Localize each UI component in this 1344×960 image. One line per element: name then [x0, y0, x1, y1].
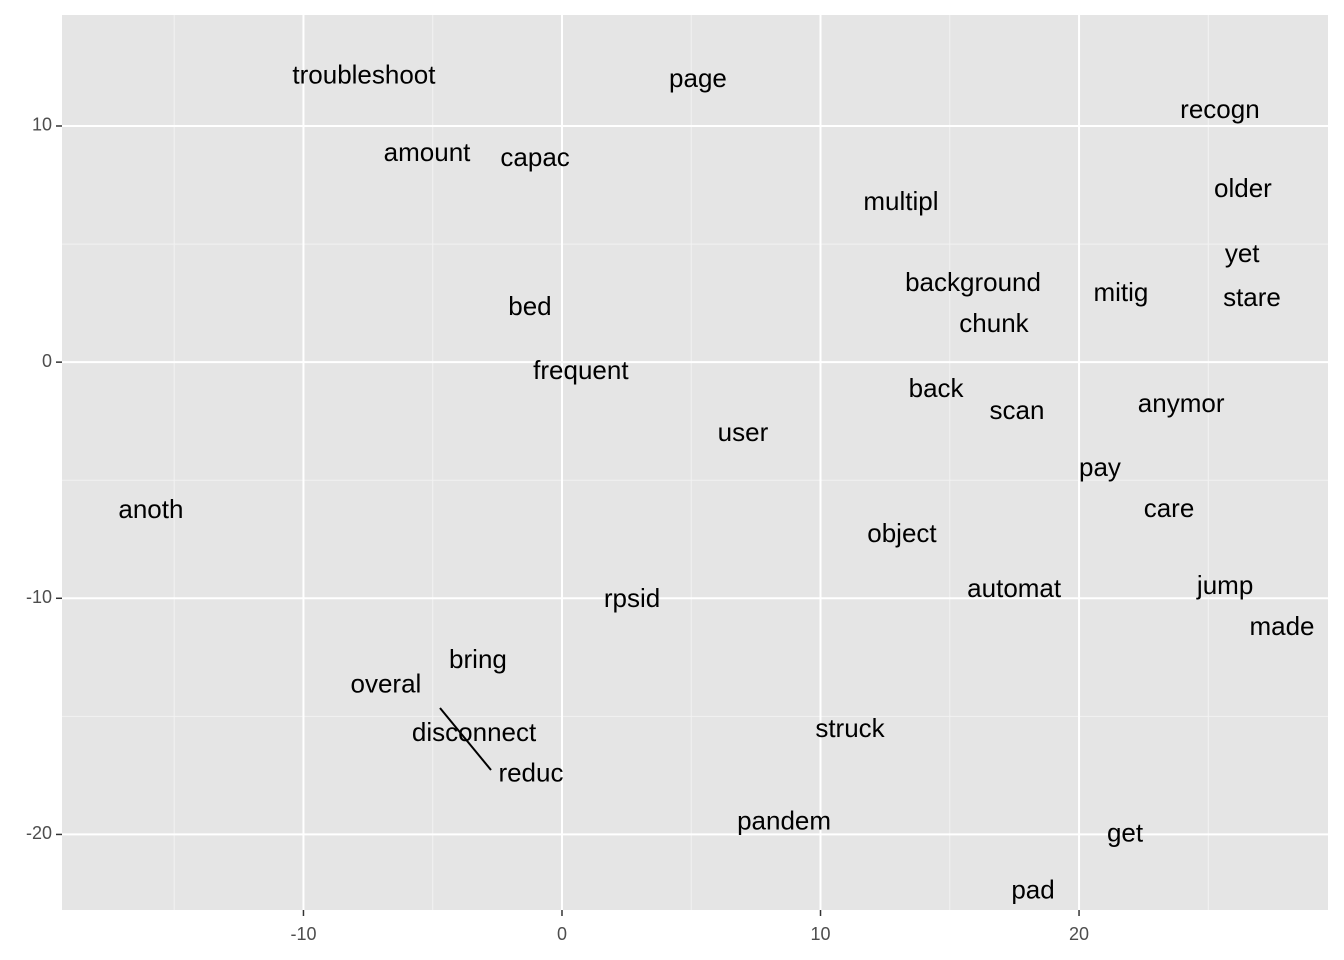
- grid: [62, 15, 1328, 910]
- word-label: anoth: [118, 494, 183, 524]
- word-label: multipl: [863, 186, 938, 216]
- word-label: older: [1214, 173, 1272, 203]
- word-label: troubleshoot: [292, 60, 436, 90]
- word-label: pay: [1079, 452, 1121, 482]
- word-label: scan: [990, 395, 1045, 425]
- word-label: jump: [1196, 570, 1253, 600]
- y-tick-label: -10: [26, 587, 52, 607]
- word-label: yet: [1225, 238, 1260, 268]
- word-label: struck: [815, 713, 885, 743]
- word-label: object: [867, 518, 937, 548]
- word-label: page: [669, 63, 727, 93]
- x-tick-label: 10: [810, 924, 830, 944]
- y-tick-label: 10: [32, 115, 52, 135]
- word-label: automat: [967, 573, 1062, 603]
- y-tick-label: -20: [26, 823, 52, 843]
- word-label: frequent: [533, 355, 629, 385]
- word-label: overal: [351, 668, 422, 698]
- word-label: made: [1249, 611, 1314, 641]
- word-label: amount: [384, 137, 471, 167]
- x-tick-label: -10: [290, 924, 316, 944]
- x-tick-label: 0: [557, 924, 567, 944]
- word-label: background: [905, 267, 1041, 297]
- word-label: recogn: [1180, 94, 1260, 124]
- word-label: mitig: [1093, 277, 1148, 307]
- word-label: back: [909, 373, 965, 403]
- word-label: pandem: [737, 805, 831, 835]
- x-tick-label: 20: [1069, 924, 1089, 944]
- y-tick-label: 0: [42, 351, 52, 371]
- word-label: capac: [500, 142, 569, 172]
- repel-segment: [439, 707, 492, 771]
- word-label: disconnect: [412, 717, 537, 747]
- word-label: rpsid: [604, 583, 660, 613]
- labels: troubleshoot page recogn amount capac multipl…: [118, 60, 1314, 905]
- panel: [62, 15, 1328, 910]
- word-label: stare: [1223, 282, 1281, 312]
- word-label: care: [1144, 493, 1195, 523]
- word-label: reduc: [498, 757, 563, 787]
- word-label: anymor: [1138, 388, 1225, 418]
- word-label: bed: [508, 291, 551, 321]
- word-label: get: [1107, 817, 1144, 847]
- word-label: user: [718, 417, 769, 447]
- word-label: bring: [449, 644, 507, 674]
- word-label: pad: [1011, 874, 1054, 904]
- word-label: chunk: [959, 308, 1029, 338]
